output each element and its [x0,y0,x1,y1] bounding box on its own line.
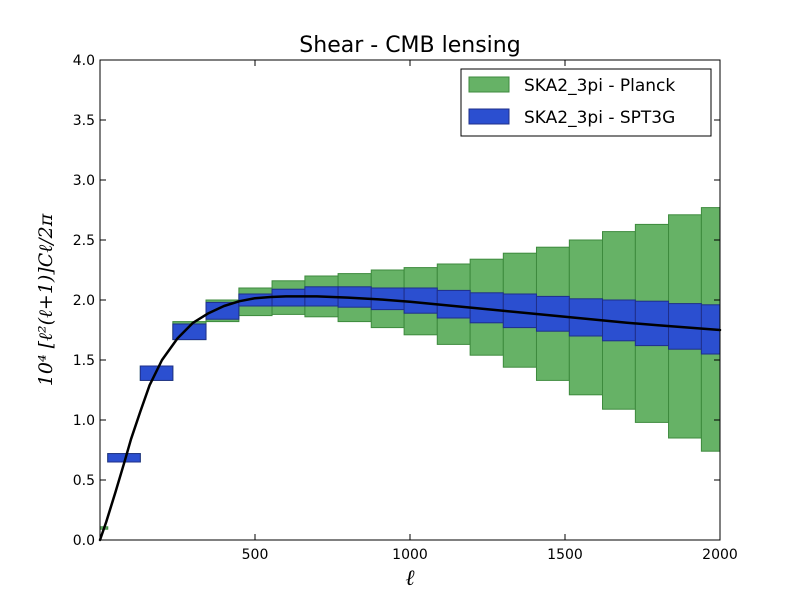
x-tick-label-3: 2000 [702,547,738,563]
y-axis-label: 10⁴ [ℓ²(ℓ+1)]Cℓ/2π [35,213,57,386]
y-tick-label-1: 0.5 [73,473,95,489]
theory-curve [98,295,722,542]
plot-frame [99,59,721,541]
bar-spt3g-3 [205,301,240,320]
y-tick-label-4: 2.0 [73,293,95,309]
x-tick-labels: 500 1000 1500 2000 [242,547,738,563]
x-tick-label-2: 1500 [547,547,583,563]
y-tick-label-3: 1.5 [73,353,95,369]
chart-title: Shear - CMB lensing [299,33,520,58]
x-axis-label: ℓ [405,566,415,591]
y-tick-labels: 0.0 0.5 1.0 1.5 2.0 2.5 3.0 3.5 4.0 [73,53,95,549]
legend-label-spt3g: SKA2_3pi - SPT3G [524,108,675,128]
curve-layer [98,295,722,542]
legend-label-planck: SKA2_3pi - Planck [524,76,675,96]
legend-swatch-planck [468,76,510,93]
y-tick-label-7: 3.5 [73,113,95,129]
y-tick-label-2: 1.0 [73,413,95,429]
y-tick-label-8: 4.0 [73,53,95,69]
y-tick-label-0: 0.0 [73,533,95,549]
bars-layer [99,207,721,530]
legend: SKA2_3pi - Planck SKA2_3pi - SPT3G [460,68,712,137]
x-tick-label-1: 1000 [392,547,428,563]
y-tick-label-5: 2.5 [73,233,95,249]
x-tick-label-0: 500 [242,547,269,563]
y-tick-label-6: 3.0 [73,173,95,189]
legend-swatch-spt3g [468,108,510,125]
